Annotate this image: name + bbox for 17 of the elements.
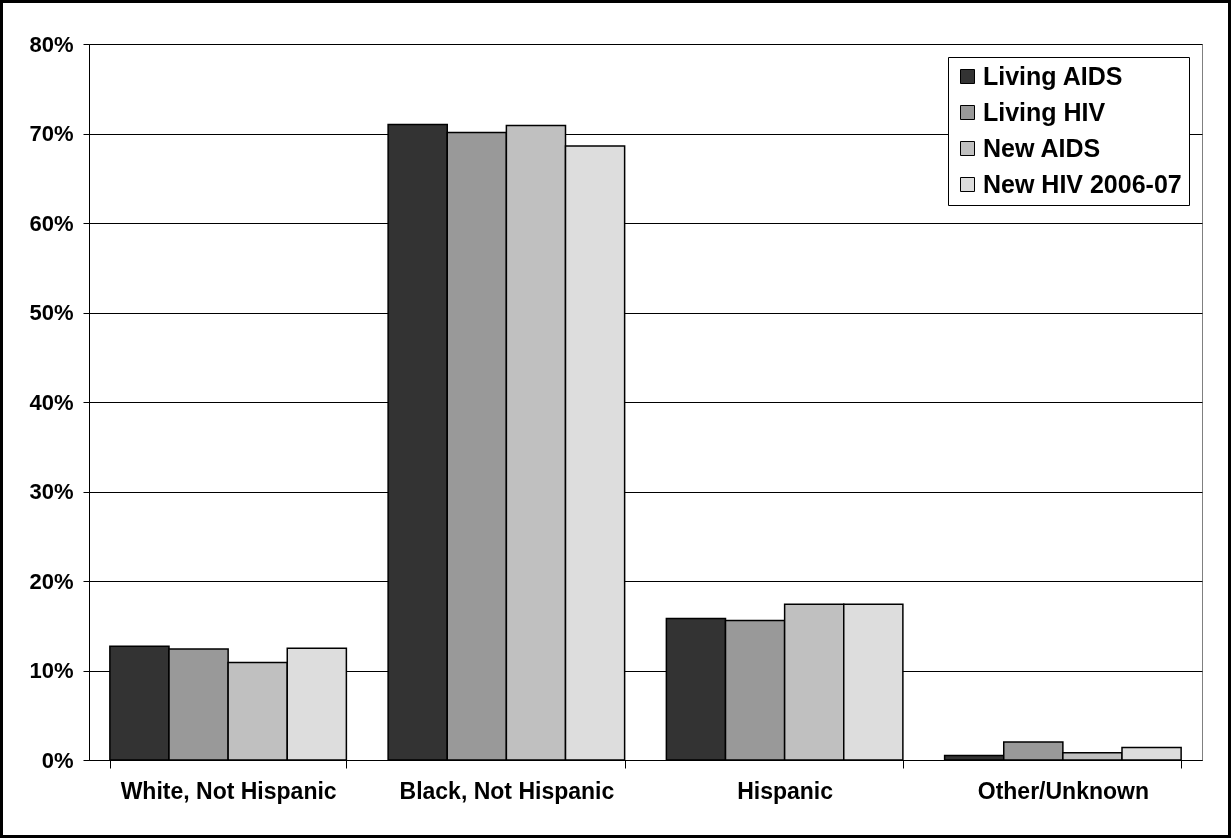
y-tick-label: 80%: [29, 31, 74, 57]
legend-label: New AIDS: [983, 133, 1101, 162]
y-tick-label: 10%: [29, 658, 74, 683]
y-tick-label: 50%: [29, 300, 74, 325]
y-tick-label: 60%: [29, 210, 74, 236]
x-tick-label: Black, Not Hispanic: [399, 777, 615, 804]
x-tick-label: Other/Unknown: [977, 777, 1149, 804]
x-tick-label: White, Not Hispanic: [120, 777, 337, 804]
legend-label: Living HIV: [983, 97, 1106, 126]
y-tick-label: 70%: [29, 121, 74, 146]
legend-label: New HIV 2006-07: [983, 169, 1182, 198]
y-tick-label: 0%: [41, 747, 74, 773]
y-tick-label: 40%: [29, 389, 74, 415]
y-tick-label: 20%: [29, 568, 74, 594]
legend-label: Living AIDS: [983, 61, 1123, 90]
x-tick-label: Hispanic: [737, 777, 834, 804]
y-tick-label: 30%: [29, 479, 74, 504]
